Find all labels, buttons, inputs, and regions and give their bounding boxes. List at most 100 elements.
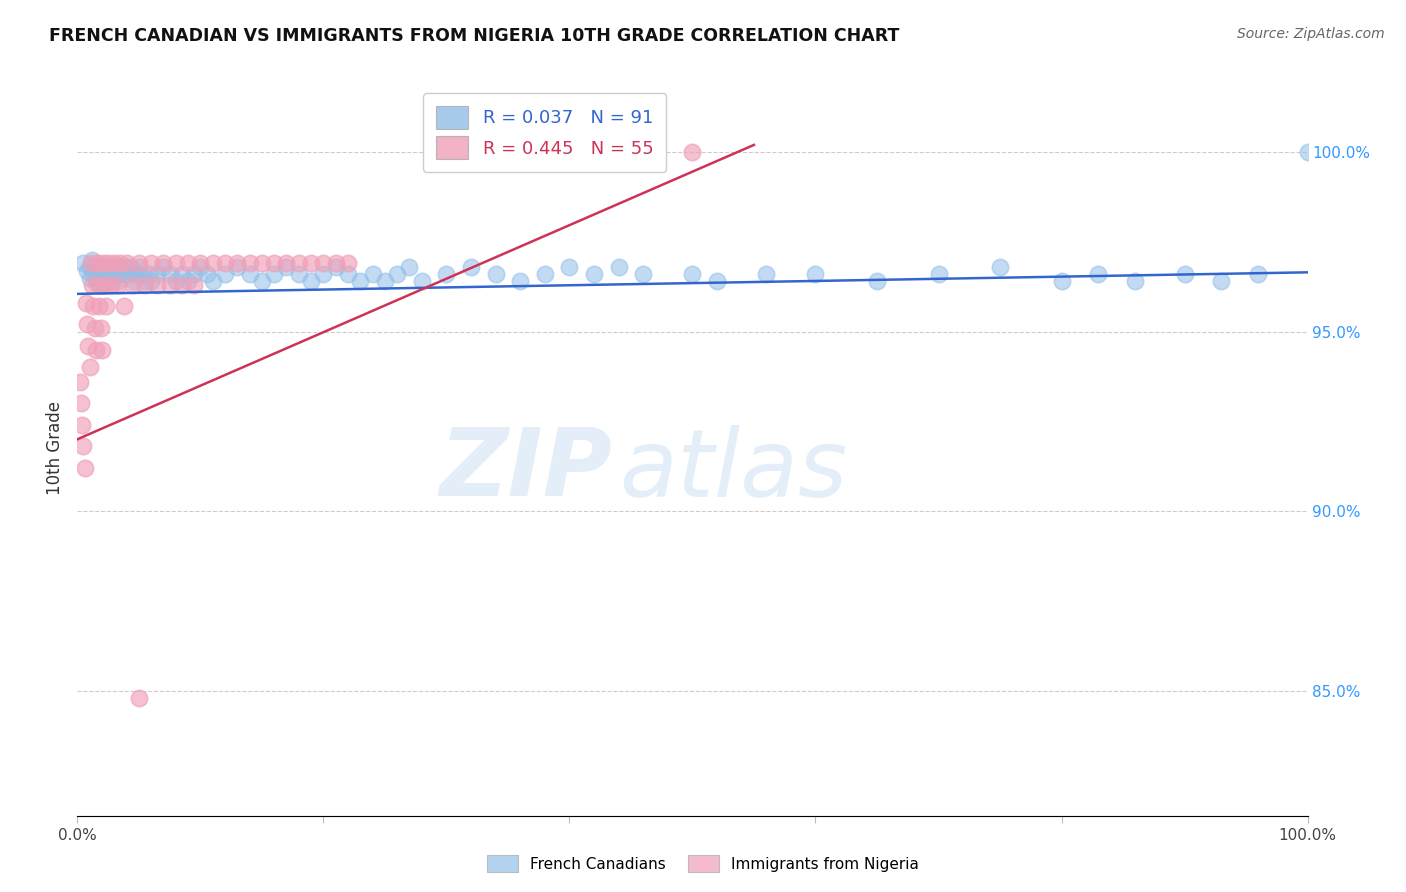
Point: [633, 267, 655, 281]
Point: [195, 267, 218, 281]
Point: [288, 267, 311, 281]
Point: [288, 256, 311, 270]
Point: [141, 256, 163, 270]
Point: [263, 267, 285, 281]
Point: [374, 274, 396, 288]
Point: [77, 339, 100, 353]
Point: [276, 260, 298, 274]
Point: [101, 267, 124, 281]
Point: [928, 267, 950, 281]
Point: [1050, 274, 1073, 288]
Point: [90, 274, 114, 288]
Point: [239, 267, 262, 281]
Point: [276, 256, 298, 270]
Point: [82, 277, 104, 292]
Point: [100, 274, 122, 288]
Point: [69, 375, 91, 389]
Point: [337, 256, 360, 270]
Point: [90, 343, 114, 357]
Point: [82, 267, 104, 281]
Point: [134, 274, 156, 288]
Point: [94, 300, 117, 314]
Point: [76, 263, 98, 277]
Point: [188, 260, 212, 274]
Point: [79, 360, 101, 375]
Point: [165, 274, 187, 288]
Point: [129, 267, 153, 281]
Point: [312, 256, 335, 270]
Point: [183, 267, 205, 281]
Point: [226, 256, 249, 270]
Point: [93, 260, 115, 274]
Point: [107, 274, 129, 288]
Point: [214, 256, 236, 270]
Point: [866, 274, 889, 288]
Point: [82, 252, 104, 267]
Y-axis label: 10th Grade: 10th Grade: [46, 401, 65, 495]
Point: [152, 256, 174, 270]
Point: [141, 274, 163, 288]
Point: [110, 267, 132, 281]
Point: [90, 321, 112, 335]
Point: [93, 277, 115, 292]
Point: [84, 260, 107, 274]
Point: [96, 263, 118, 277]
Point: [86, 256, 108, 270]
Point: [226, 260, 249, 274]
Point: [682, 145, 704, 159]
Point: [152, 260, 174, 274]
Point: [177, 256, 200, 270]
Point: [89, 300, 111, 314]
Point: [183, 277, 205, 292]
Point: [121, 260, 143, 274]
Point: [128, 260, 150, 274]
Point: [1247, 267, 1270, 281]
Point: [80, 256, 103, 270]
Point: [112, 300, 135, 314]
Point: [76, 318, 98, 332]
Point: [411, 274, 433, 288]
Point: [84, 343, 107, 357]
Point: [79, 260, 101, 274]
Point: [214, 267, 236, 281]
Point: [201, 274, 224, 288]
Point: [86, 263, 108, 277]
Point: [159, 277, 181, 292]
Point: [485, 267, 508, 281]
Point: [90, 277, 112, 292]
Point: [201, 256, 224, 270]
Point: [97, 256, 120, 270]
Point: [72, 256, 94, 270]
Point: [299, 256, 322, 270]
Text: atlas: atlas: [619, 425, 846, 516]
Point: [325, 260, 347, 274]
Point: [1174, 267, 1197, 281]
Point: [87, 277, 110, 292]
Point: [110, 256, 132, 270]
Point: [91, 256, 114, 270]
Point: [70, 396, 93, 410]
Point: [299, 274, 322, 288]
Point: [84, 274, 107, 288]
Point: [83, 321, 105, 335]
Point: [250, 256, 273, 270]
Point: [1087, 267, 1109, 281]
Point: [460, 260, 482, 274]
Point: [165, 256, 187, 270]
Point: [97, 260, 120, 274]
Point: [312, 267, 335, 281]
Point: [682, 267, 704, 281]
Point: [111, 260, 132, 274]
Point: [128, 256, 150, 270]
Point: [112, 267, 135, 281]
Point: [706, 274, 728, 288]
Point: [755, 267, 778, 281]
Point: [349, 274, 371, 288]
Point: [159, 267, 181, 281]
Point: [75, 296, 97, 310]
Point: [534, 267, 557, 281]
Point: [87, 270, 110, 285]
Point: [398, 260, 420, 274]
Point: [607, 260, 630, 274]
Point: [70, 417, 93, 432]
